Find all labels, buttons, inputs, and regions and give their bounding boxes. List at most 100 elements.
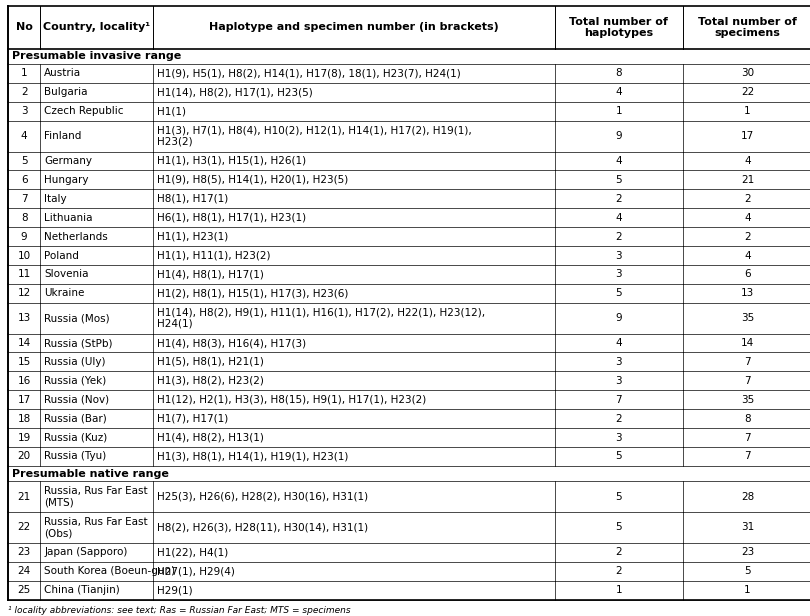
- Text: 4: 4: [744, 213, 751, 223]
- Bar: [8, 64, 810, 83]
- Text: Italy: Italy: [45, 194, 67, 204]
- Text: 23: 23: [18, 547, 31, 557]
- Text: Total number of
specimens: Total number of specimens: [698, 17, 797, 38]
- Text: 2: 2: [744, 194, 751, 204]
- Text: H29(1): H29(1): [156, 585, 192, 595]
- Text: Presumable invasive range: Presumable invasive range: [12, 51, 181, 62]
- Text: 5: 5: [616, 522, 622, 532]
- Bar: [8, 227, 810, 246]
- Text: Lithuania: Lithuania: [45, 213, 92, 223]
- Text: 5: 5: [616, 452, 622, 461]
- Text: 5: 5: [616, 175, 622, 185]
- Text: H1(5), H8(1), H21(1): H1(5), H8(1), H21(1): [156, 357, 263, 367]
- Text: 7: 7: [21, 194, 28, 204]
- Text: 13: 13: [18, 313, 31, 323]
- Text: No: No: [15, 22, 32, 33]
- Text: 7: 7: [744, 357, 751, 367]
- Text: Russia, Rus Far East
(Obs): Russia, Rus Far East (Obs): [45, 517, 148, 538]
- Bar: [8, 543, 810, 562]
- Text: 11: 11: [18, 269, 31, 280]
- Text: 1: 1: [744, 585, 751, 595]
- Text: 7: 7: [616, 395, 622, 405]
- Text: 3: 3: [616, 269, 622, 280]
- Text: 3: 3: [616, 251, 622, 261]
- Text: 1: 1: [616, 107, 622, 116]
- Text: 23: 23: [741, 547, 754, 557]
- Bar: [8, 447, 810, 466]
- Text: 3: 3: [616, 376, 622, 386]
- Bar: [8, 265, 810, 284]
- Text: 17: 17: [741, 131, 754, 141]
- Text: 35: 35: [741, 313, 754, 323]
- Text: 6: 6: [21, 175, 28, 185]
- Bar: [8, 466, 810, 481]
- Text: H1(4), H8(3), H16(4), H17(3): H1(4), H8(3), H16(4), H17(3): [156, 338, 306, 348]
- Bar: [8, 208, 810, 227]
- Text: 6: 6: [744, 269, 751, 280]
- Text: H1(4), H8(2), H13(1): H1(4), H8(2), H13(1): [156, 432, 263, 442]
- Bar: [8, 49, 810, 64]
- Bar: [8, 481, 810, 512]
- Text: Russia (Bar): Russia (Bar): [45, 414, 107, 424]
- Text: 20: 20: [18, 452, 31, 461]
- Text: 10: 10: [18, 251, 31, 261]
- Text: 5: 5: [21, 156, 28, 166]
- Text: 5: 5: [616, 288, 622, 298]
- Text: South Korea (Boeun-gun): South Korea (Boeun-gun): [45, 566, 175, 576]
- Text: Russia (StPb): Russia (StPb): [45, 338, 113, 348]
- Text: H1(3), H8(2), H23(2): H1(3), H8(2), H23(2): [156, 376, 263, 386]
- Text: Russia (Yek): Russia (Yek): [45, 376, 106, 386]
- Text: H1(14), H8(2), H17(1), H23(5): H1(14), H8(2), H17(1), H23(5): [156, 87, 313, 97]
- Text: 9: 9: [616, 313, 622, 323]
- Text: Hungary: Hungary: [45, 175, 89, 185]
- Text: H8(1), H17(1): H8(1), H17(1): [156, 194, 228, 204]
- Bar: [8, 171, 810, 189]
- Text: 8: 8: [616, 68, 622, 78]
- Text: 24: 24: [18, 566, 31, 576]
- Text: 4: 4: [744, 156, 751, 166]
- Bar: [8, 246, 810, 265]
- Text: 22: 22: [18, 522, 31, 532]
- Text: 30: 30: [741, 68, 754, 78]
- Text: 21: 21: [18, 492, 31, 501]
- Text: 3: 3: [616, 432, 622, 442]
- Text: H1(9), H8(5), H14(1), H20(1), H23(5): H1(9), H8(5), H14(1), H20(1), H23(5): [156, 175, 348, 185]
- Bar: [8, 581, 810, 599]
- Text: 12: 12: [18, 288, 31, 298]
- Bar: [8, 371, 810, 391]
- Text: 25: 25: [18, 585, 31, 595]
- Text: H1(7), H17(1): H1(7), H17(1): [156, 414, 228, 424]
- Bar: [8, 409, 810, 428]
- Text: 2: 2: [744, 232, 751, 241]
- Text: 7: 7: [744, 432, 751, 442]
- Bar: [8, 428, 810, 447]
- Text: H1(1), H11(1), H23(2): H1(1), H11(1), H23(2): [156, 251, 271, 261]
- Text: 31: 31: [741, 522, 754, 532]
- Text: 1: 1: [616, 585, 622, 595]
- Text: 19: 19: [18, 432, 31, 442]
- Text: Ukraine: Ukraine: [45, 288, 84, 298]
- Text: 2: 2: [616, 194, 622, 204]
- Bar: [8, 391, 810, 409]
- Text: 8: 8: [21, 213, 28, 223]
- Text: 21: 21: [741, 175, 754, 185]
- Text: H1(1), H3(1), H15(1), H26(1): H1(1), H3(1), H15(1), H26(1): [156, 156, 306, 166]
- Text: Finland: Finland: [45, 131, 82, 141]
- Text: H1(2), H8(1), H15(1), H17(3), H23(6): H1(2), H8(1), H15(1), H17(3), H23(6): [156, 288, 348, 298]
- Text: Country, locality¹: Country, locality¹: [43, 22, 150, 33]
- Text: 4: 4: [616, 213, 622, 223]
- Text: 9: 9: [21, 232, 28, 241]
- Bar: [8, 352, 810, 371]
- Bar: [8, 333, 810, 352]
- Text: Russia (Kuz): Russia (Kuz): [45, 432, 108, 442]
- Text: 8: 8: [744, 414, 751, 424]
- Text: 2: 2: [616, 566, 622, 576]
- Text: 1: 1: [744, 107, 751, 116]
- Text: 7: 7: [744, 376, 751, 386]
- Text: 7: 7: [744, 452, 751, 461]
- Text: Slovenia: Slovenia: [45, 269, 89, 280]
- Text: 3: 3: [21, 107, 28, 116]
- Bar: [8, 189, 810, 208]
- Text: H8(2), H26(3), H28(11), H30(14), H31(1): H8(2), H26(3), H28(11), H30(14), H31(1): [156, 522, 368, 532]
- Text: Russia (Tyu): Russia (Tyu): [45, 452, 106, 461]
